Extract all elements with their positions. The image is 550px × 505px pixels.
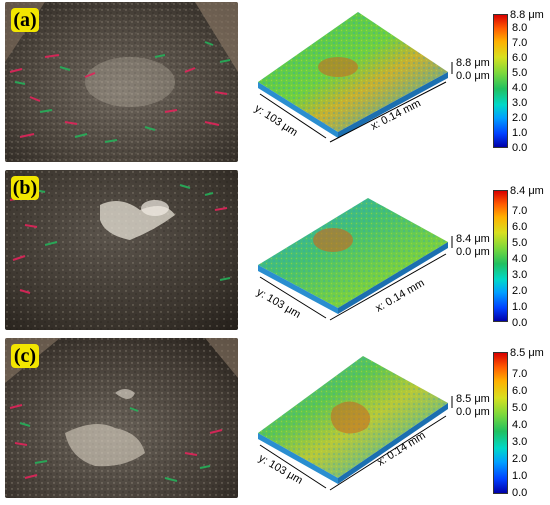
colorbar-a-tick: 8.0 bbox=[512, 22, 528, 34]
x-axis-line-a bbox=[329, 81, 447, 143]
panel-label-b: (b) bbox=[11, 176, 39, 200]
surface-c-peak bbox=[330, 401, 371, 434]
micrograph-a-image bbox=[5, 2, 238, 162]
colorbar-c-tick: 6.0 bbox=[512, 385, 528, 397]
colorbar-c-tick: 2.0 bbox=[512, 453, 528, 465]
colorbar-a-tick: 1.0 bbox=[512, 127, 528, 139]
colorbar-b-tick: 6.0 bbox=[512, 221, 528, 233]
surface-b-front-edge bbox=[258, 265, 338, 314]
row-a: (a) y: 103 μm x: 0.14 mm 8.8 μm 0.0 μm bbox=[0, 2, 550, 162]
colorbar-c-tick: 0.0 bbox=[512, 487, 528, 499]
height-zero-label-a: 0.0 μm bbox=[456, 70, 490, 82]
colorbar-a-tick: 5.0 bbox=[512, 67, 528, 79]
y-axis-line-c bbox=[259, 444, 327, 489]
height-max-label-b: 8.4 μm bbox=[456, 233, 490, 245]
colorbar-a bbox=[493, 14, 508, 148]
surface-a-peak bbox=[318, 57, 358, 77]
colorbar-b-tick: 3.0 bbox=[512, 269, 528, 281]
y-axis-line-a bbox=[259, 93, 327, 139]
micrograph-b-image bbox=[5, 170, 238, 330]
row-c: (c) y: 103 μm x: 0.14 mm 8.5 μm 0.0 μm bbox=[0, 338, 550, 499]
x-axis-line-b bbox=[329, 253, 447, 321]
surface-c-side-edge bbox=[338, 403, 448, 484]
surface-c-front-edge bbox=[258, 433, 338, 484]
height-zero-label-b: 0.0 μm bbox=[456, 246, 490, 258]
surface-b-texture bbox=[258, 198, 448, 308]
y-axis-line-b bbox=[259, 276, 327, 319]
height-max-label-a: 8.8 μm bbox=[456, 57, 490, 69]
colorbar-b-tick: 1.0 bbox=[512, 301, 528, 313]
colorbar-b bbox=[493, 190, 508, 322]
colorbar-b-tick: 2.0 bbox=[512, 285, 528, 297]
height-zero-label-c: 0.0 μm bbox=[456, 406, 490, 418]
surface-b-peak bbox=[313, 228, 353, 252]
colorbar-c-max-label: 8.5 μm bbox=[510, 347, 544, 359]
colorbar-b-tick: 7.0 bbox=[512, 205, 528, 217]
x-axis-line-c bbox=[329, 415, 447, 491]
colorbar-b-tick: 5.0 bbox=[512, 237, 528, 249]
panel-label-a: (a) bbox=[11, 8, 39, 32]
micrograph-a: (a) bbox=[5, 2, 238, 162]
colorbar-a-max-label: 8.8 μm bbox=[510, 9, 544, 21]
colorbar-c bbox=[493, 352, 508, 494]
surface-a-side-edge bbox=[338, 72, 448, 138]
colorbar-c-tick: 3.0 bbox=[512, 436, 528, 448]
surface-plot-b: y: 103 μm x: 0.14 mm 8.4 μm 0.0 μm bbox=[255, 198, 490, 321]
colorbar-a-tick: 2.0 bbox=[512, 112, 528, 124]
colorbar-b-tick: 0.0 bbox=[512, 317, 528, 329]
colorbar-c-tick: 1.0 bbox=[512, 470, 528, 482]
panel-label-c: (c) bbox=[11, 344, 39, 368]
surface-plot-a: y: 103 μm x: 0.14 mm 8.8 μm 0.0 μm bbox=[252, 12, 490, 143]
surface-b-side-edge bbox=[338, 242, 448, 314]
surface-plot-c: y: 103 μm x: 0.14 mm 8.5 μm 0.0 μm bbox=[257, 356, 490, 491]
micrograph-c-image bbox=[5, 338, 238, 498]
row-b: (b) y: 103 μm x: 0.14 mm 8.4 μm 0.0 μm bbox=[0, 170, 550, 330]
y-axis-label-b: y: 103 μm bbox=[255, 286, 303, 321]
colorbar-c-tick: 4.0 bbox=[512, 419, 528, 431]
colorbar-c-tick: 7.0 bbox=[512, 368, 528, 380]
colorbar-a-tick: 0.0 bbox=[512, 142, 528, 154]
colorbar-a-tick: 6.0 bbox=[512, 52, 528, 64]
colorbar-b-max-label: 8.4 μm bbox=[510, 185, 544, 197]
colorbar-a-tick: 4.0 bbox=[512, 82, 528, 94]
height-max-label-c: 8.5 μm bbox=[456, 393, 490, 405]
surface-a-front-edge bbox=[258, 82, 338, 138]
colorbar-b-tick: 4.0 bbox=[512, 253, 528, 265]
micrograph-b: (b) bbox=[5, 170, 238, 330]
micrograph-c: (c) bbox=[5, 338, 238, 498]
colorbar-c-tick: 5.0 bbox=[512, 402, 528, 414]
colorbar-a-tick: 3.0 bbox=[512, 97, 528, 109]
colorbar-a-tick: 7.0 bbox=[512, 37, 528, 49]
